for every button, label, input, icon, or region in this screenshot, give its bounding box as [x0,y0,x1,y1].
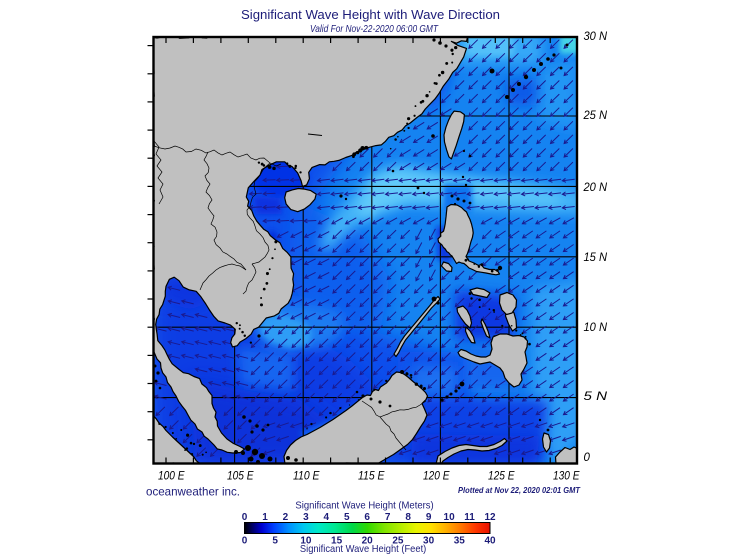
svg-text:8: 8 [405,512,411,523]
svg-text:0: 0 [242,512,248,523]
svg-text:2: 2 [283,512,289,523]
svg-text:100 E: 100 E [158,471,185,483]
svg-text:5 N: 5 N [584,391,608,403]
svg-text:Significant Wave Height with W: Significant Wave Height with Wave Direct… [241,7,500,22]
svg-text:105 E: 105 E [227,471,254,483]
svg-text:15: 15 [331,536,343,547]
svg-text:0: 0 [584,452,591,464]
svg-text:20 N: 20 N [583,182,608,194]
svg-text:4: 4 [324,512,330,523]
svg-text:115 E: 115 E [358,471,385,483]
svg-text:0: 0 [242,536,248,547]
svg-text:120 E: 120 E [423,471,450,483]
svg-text:9: 9 [426,512,432,523]
svg-text:oceanweather inc.: oceanweather inc. [146,485,240,499]
svg-text:40: 40 [484,536,496,547]
svg-text:130 E: 130 E [553,471,580,483]
svg-text:7: 7 [385,512,391,523]
svg-text:5: 5 [344,512,350,523]
svg-text:Significant Wave Height (Feet): Significant Wave Height (Feet) [300,543,426,555]
svg-text:10: 10 [300,536,312,547]
svg-text:3: 3 [303,512,309,523]
svg-text:1: 1 [262,512,268,523]
svg-text:35: 35 [454,536,466,547]
svg-text:6: 6 [364,512,370,523]
svg-text:Significant Wave Height (Meter: Significant Wave Height (Meters) [295,500,433,512]
svg-text:125 E: 125 E [488,471,515,483]
svg-text:Plotted at Nov 22, 2020 02:01: Plotted at Nov 22, 2020 02:01 GMT [458,485,581,495]
svg-text:15 N: 15 N [584,252,608,264]
svg-text:12: 12 [484,512,496,523]
svg-text:11: 11 [464,512,475,523]
svg-text:110 E: 110 E [293,471,320,483]
svg-text:5: 5 [272,536,278,547]
svg-text:20: 20 [362,536,374,547]
svg-text:30: 30 [423,536,435,547]
svg-text:25 N: 25 N [583,110,608,122]
svg-text:Valid For Nov-22-2020 06:00 GM: Valid For Nov-22-2020 06:00 GMT [310,23,439,35]
svg-text:10: 10 [444,512,456,523]
svg-text:10 N: 10 N [584,322,608,334]
svg-text:25: 25 [392,536,404,547]
svg-text:30 N: 30 N [584,31,608,43]
